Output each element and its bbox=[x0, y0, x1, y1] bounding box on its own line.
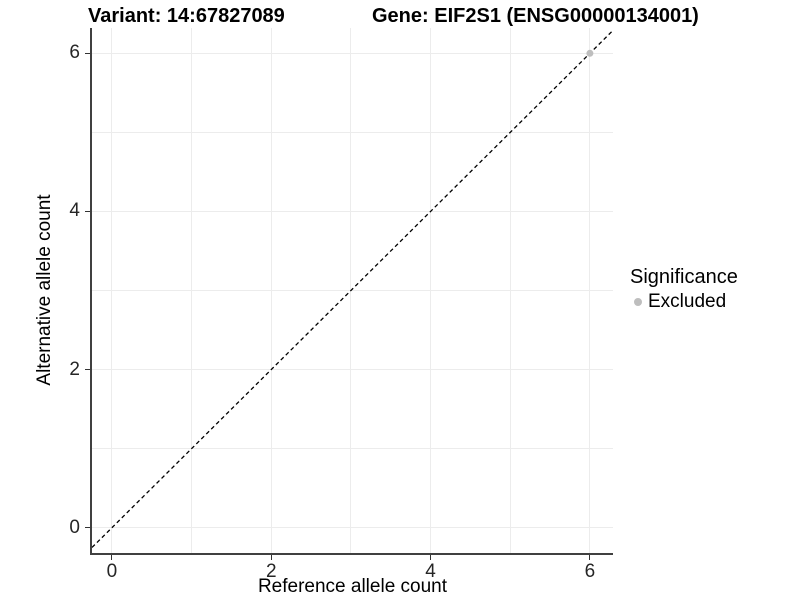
data-point bbox=[586, 49, 594, 57]
gridline-y-0 bbox=[92, 527, 613, 529]
y-tick-label-0: 0 bbox=[69, 516, 80, 538]
plot-title-variant: Variant: 14:67827089 bbox=[88, 5, 285, 27]
x-axis-tick-2 bbox=[270, 555, 272, 560]
legend-title: Significance bbox=[630, 266, 738, 288]
legend-item-label: Excluded bbox=[648, 291, 727, 312]
x-axis-line bbox=[90, 553, 613, 555]
x-tick-label-6: 6 bbox=[584, 561, 596, 582]
x-tick-label-4: 4 bbox=[425, 561, 436, 582]
legend-marker-dot-icon bbox=[634, 297, 642, 306]
gridline-y-3 bbox=[92, 290, 613, 291]
y-axis-tick-4 bbox=[85, 210, 90, 212]
gridline-y-4 bbox=[92, 210, 613, 212]
x-axis-tick-0 bbox=[111, 555, 113, 560]
y-axis-tick-2 bbox=[85, 369, 90, 371]
gridline-y-1 bbox=[92, 448, 613, 450]
y-axis-tick-0 bbox=[85, 527, 90, 529]
gridline-y-6 bbox=[92, 52, 613, 54]
legend-item: Excluded bbox=[630, 291, 738, 312]
plot-panel bbox=[92, 28, 613, 553]
x-tick-label-0: 0 bbox=[106, 561, 118, 582]
plot-title-gene: Gene: EIF2S1 (ENSG00000134001) bbox=[372, 5, 699, 27]
x-tick-label-2: 2 bbox=[265, 561, 277, 582]
y-axis-line bbox=[90, 28, 92, 555]
y-tick-label-2: 2 bbox=[69, 358, 80, 380]
x-axis-title: Reference allele count bbox=[257, 576, 448, 597]
x-axis-tick-6 bbox=[589, 555, 591, 560]
y-tick-label-4: 4 bbox=[69, 200, 80, 222]
plot-geom-layer bbox=[92, 29, 613, 548]
identity-dashed-line bbox=[92, 29, 613, 548]
x-axis-tick-4 bbox=[430, 555, 432, 560]
gridline-y-2 bbox=[92, 369, 613, 371]
y-axis-tick-6 bbox=[85, 52, 90, 54]
legend: Significance Excluded bbox=[630, 266, 738, 312]
y-tick-label-6: 6 bbox=[69, 42, 80, 64]
y-axis-title: Alternative allele count bbox=[34, 194, 55, 386]
gridline-y-5 bbox=[92, 131, 613, 133]
